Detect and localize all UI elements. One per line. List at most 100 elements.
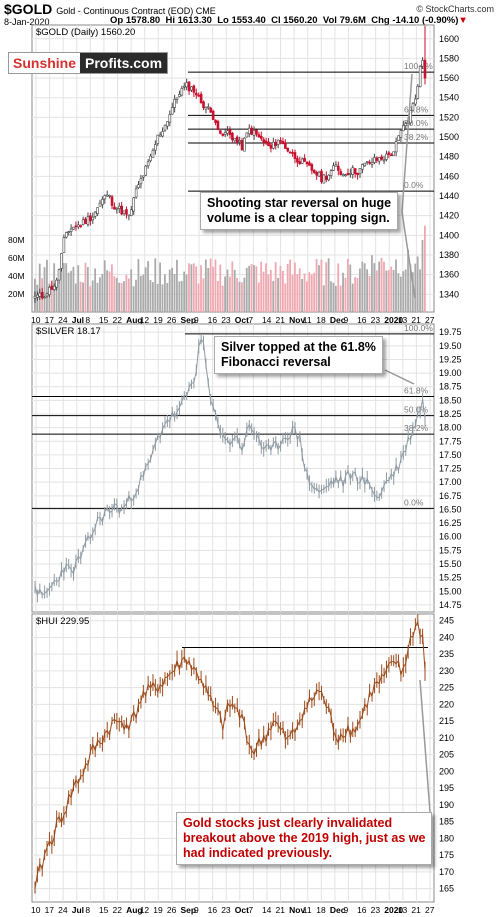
gold-volume-bar [301,278,304,312]
gold-candle-body [69,228,73,232]
gold-volume-bar [366,269,369,312]
gold-volume-bar [125,274,128,312]
gold-volume-bar [361,261,364,312]
gold-volume-bar [334,285,337,312]
silver-fib-label: 100.0% [404,323,433,333]
gold-volume-bar [267,274,270,312]
gold-volume-bar [313,272,316,312]
gold-volume-bar [79,281,82,312]
gold-volume-bar [284,283,287,312]
gold-candle-body [151,150,155,158]
gold-volume-bar [265,263,267,312]
gold-volume-bar [58,282,60,312]
stockcharts-credit: © StockCharts.com [416,4,494,14]
gold-volume-bar [344,277,347,312]
gold-volume-bar [89,286,92,312]
silver-y-tick-label: 18.00 [439,423,462,433]
gold-volume-bar [166,283,169,312]
gold-volume-bar [298,268,301,312]
silver-y-tick-label: 15.00 [439,586,462,596]
gold-x-tick-label: 14 [262,315,272,325]
gold-candle-body [416,85,420,99]
gold-candle-body [375,157,379,161]
gold-volume-bar [257,282,260,312]
gold-candle-body [351,167,355,175]
gold-candle-body [144,165,148,176]
hui-x-tick-label: Jul [72,905,84,915]
gold-fib-label: 38.2% [404,132,429,142]
gold-volume-bar [99,277,101,312]
gold-candle-body [134,188,138,198]
gold-candle-body [402,125,405,132]
gold-volume-bar [414,263,417,312]
gold-candle-body [312,169,316,173]
gold-candle-body [62,237,66,253]
gold-volume-bar [390,266,393,312]
gold-candle-body [202,101,205,108]
gold-volume-bar [212,266,214,312]
gold-candle-body [146,161,150,167]
gold-x-tick-label: Dec [330,315,346,325]
hui-x-tick-label: 7 [248,905,253,915]
gold-volume-bar [96,282,99,312]
gold-volume-bar [407,249,409,312]
silver-y-tick-label: 17.75 [439,436,462,446]
gold-x-tick-label: 21 [411,315,421,325]
hui-x-tick-label: 23 [221,905,231,915]
symbol-subtitle: Gold - Continuous Contract (EOD) CME [56,6,216,16]
gold-volume-bar [197,283,200,312]
gold-candle-body [394,141,398,153]
gold-volume-bar [43,267,46,312]
gold-volume-tick-label: 40M [8,271,25,281]
gold-volume-bar [154,258,157,312]
gold-volume-bar [402,271,405,312]
gold-candle-body [252,130,256,136]
hui-x-tick-label: Aug [126,905,143,915]
gold-volume-bar [279,266,282,312]
gold-candle-body [327,175,331,181]
gold-candle-body [48,287,51,295]
gold-x-tick-label: 9 [343,315,348,325]
gold-candle-body [332,165,335,171]
gold-volume-bar [416,256,419,312]
gold-volume-bar [296,274,299,312]
gold-candle-body [418,65,422,88]
gold-candle-body [40,292,44,299]
gold-volume-bar [320,259,323,312]
hui-x-tick-label: 23 [371,905,381,915]
silver-y-tick-label: 19.50 [439,341,462,351]
gold-x-tick-label: 13 [398,315,408,325]
gold-candle-body [276,139,280,145]
gold-volume-bar [245,267,248,312]
gold-volume-bar [207,267,210,312]
gold-candle-body [60,253,63,269]
gold-volume-bar [176,259,178,312]
gold-candle-body [125,209,128,215]
hui-x-tick-label: 9 [194,905,199,915]
gold-fib-label: 50.0% [404,118,429,128]
gold-y-tick-label: 1460 [439,171,459,181]
gold-candle-body [363,162,367,167]
gold-volume-bar [255,266,258,312]
silver-y-tick-label: 19.25 [439,354,462,364]
gold-candle-body [373,157,376,163]
gold-volume-bar [144,267,147,312]
gold-volume-bar [291,274,294,312]
gold-candle-body [245,132,249,138]
quote-date: 8-Jan-2020 [4,17,50,27]
gold-volume-bar [310,274,313,312]
gold-volume-bar [209,258,212,312]
gold-candle-body [45,293,49,297]
gold-candle-body [194,92,198,96]
gold-candle-body [414,98,417,105]
gold-candle-body [274,141,278,146]
gold-volume-bar [351,283,354,312]
gold-volume-bar [315,259,318,312]
gold-volume-bar [356,277,359,312]
gold-candle-body [228,129,232,135]
gold-volume-bar [337,263,340,312]
gold-volume-bar [188,263,190,312]
hui-x-tick-label: 15 [99,905,109,915]
gold-candle-body [154,144,157,151]
